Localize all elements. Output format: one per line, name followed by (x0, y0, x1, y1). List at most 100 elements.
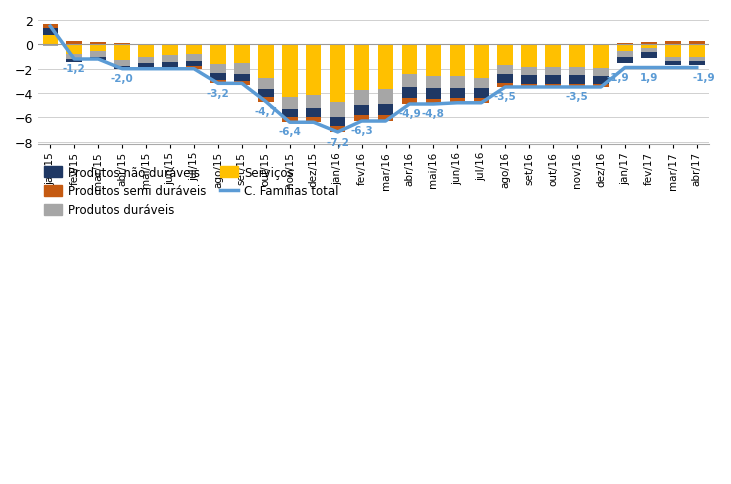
Bar (521, 45, 537, 68)
Bar (306, 118, 322, 123)
Bar (378, 116, 393, 122)
Bar (425, 77, 442, 89)
Bar (138, 68, 154, 70)
Bar (665, 61, 681, 66)
Bar (138, 58, 154, 64)
Bar (450, 99, 465, 104)
Text: -1,2: -1,2 (63, 64, 86, 74)
Bar (425, 89, 442, 99)
Bar (258, 90, 273, 98)
Bar (67, 45, 82, 54)
Bar (450, 77, 465, 89)
Bar (354, 106, 369, 116)
Bar (594, 45, 609, 69)
Bar (569, 45, 585, 68)
Bar (450, 89, 465, 99)
Bar (67, 54, 82, 60)
Bar (474, 79, 489, 89)
Bar (67, 42, 82, 45)
Bar (665, 45, 681, 58)
Bar (354, 91, 369, 106)
Bar (258, 45, 273, 79)
Bar (378, 90, 393, 105)
Bar (378, 105, 393, 116)
Bar (114, 61, 130, 67)
Bar (689, 58, 705, 61)
Bar (545, 84, 561, 88)
Bar (545, 68, 561, 76)
Bar (138, 45, 154, 58)
Bar (282, 45, 298, 97)
Bar (162, 63, 178, 68)
Bar (617, 52, 633, 58)
Bar (401, 75, 417, 88)
Bar (258, 98, 273, 102)
Bar (162, 56, 178, 63)
Bar (401, 45, 417, 75)
Bar (330, 103, 346, 118)
Bar (498, 66, 513, 75)
Bar (617, 58, 633, 64)
Bar (425, 99, 442, 105)
Bar (354, 116, 369, 122)
Bar (425, 45, 442, 77)
Bar (474, 45, 489, 79)
Bar (186, 45, 202, 54)
Bar (186, 61, 202, 67)
Bar (114, 45, 130, 61)
Bar (665, 42, 681, 45)
Text: -4,7: -4,7 (254, 106, 277, 117)
Text: 1,9: 1,9 (640, 73, 658, 83)
Bar (498, 45, 513, 66)
Bar (641, 49, 656, 53)
Bar (450, 45, 465, 77)
Bar (210, 45, 226, 65)
Bar (162, 68, 178, 70)
Bar (665, 58, 681, 61)
Text: -1,9: -1,9 (693, 73, 715, 83)
Text: -4,8: -4,8 (422, 109, 445, 119)
Bar (569, 84, 585, 88)
Bar (210, 65, 226, 74)
Bar (545, 45, 561, 68)
Bar (689, 42, 705, 45)
Bar (42, 25, 58, 29)
Bar (617, 44, 633, 45)
Text: -6,3: -6,3 (350, 126, 373, 136)
Bar (354, 45, 369, 91)
Bar (401, 99, 417, 105)
Bar (42, 29, 58, 36)
Bar (521, 84, 537, 88)
Bar (42, 45, 58, 47)
Bar (306, 96, 322, 109)
Bar (234, 82, 250, 85)
Bar (330, 118, 346, 127)
Bar (689, 45, 705, 58)
Legend: Produtos não duráveis, Produtos semi duráveis, Produtos duráveis, Serviços, C. F: Produtos não duráveis, Produtos semi dur… (45, 166, 338, 217)
Bar (330, 45, 346, 103)
Bar (186, 54, 202, 61)
Bar (234, 75, 250, 82)
Bar (234, 63, 250, 75)
Bar (498, 84, 513, 88)
Bar (641, 43, 656, 45)
Text: -3,5: -3,5 (494, 92, 517, 102)
Bar (138, 64, 154, 68)
Bar (186, 67, 202, 70)
Bar (401, 88, 417, 99)
Bar (617, 45, 633, 52)
Text: -7,2: -7,2 (326, 138, 349, 148)
Text: -3,2: -3,2 (207, 89, 230, 98)
Text: -1,9: -1,9 (607, 73, 629, 83)
Text: -4,9: -4,9 (398, 109, 421, 119)
Bar (569, 76, 585, 84)
Text: -3,5: -3,5 (566, 92, 588, 102)
Bar (114, 44, 130, 45)
Bar (306, 109, 322, 118)
Bar (258, 79, 273, 90)
Bar (282, 118, 298, 123)
Bar (594, 69, 609, 76)
Bar (91, 52, 106, 58)
Bar (474, 89, 489, 99)
Bar (498, 75, 513, 84)
